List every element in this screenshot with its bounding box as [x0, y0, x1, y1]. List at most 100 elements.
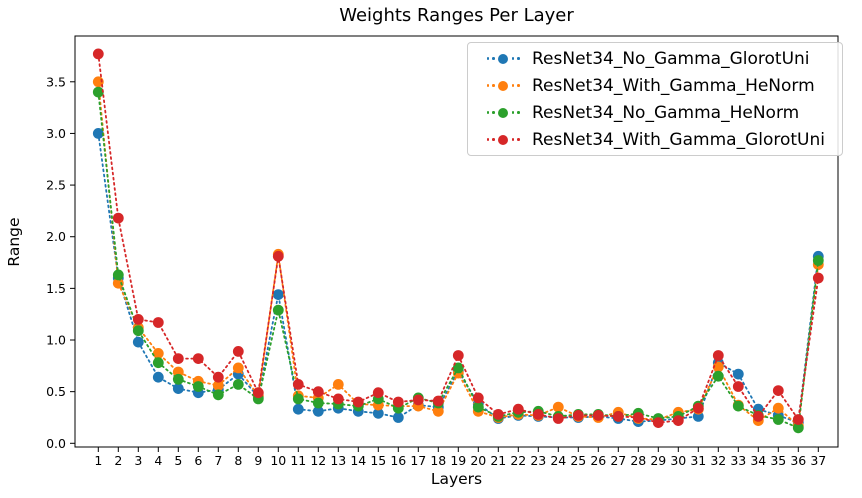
- data-point-ResNet34_With_Gamma_GlorotUni: [712, 350, 724, 361]
- data-point-ResNet34_With_Gamma_GlorotUni: [492, 409, 504, 420]
- plot-border: [74, 35, 839, 448]
- legend-label: ResNet34_With_Gamma_GlorotUni: [532, 129, 825, 150]
- x-tick-label: 28: [630, 453, 646, 468]
- data-point-ResNet34_No_Gamma_HeNorm: [772, 414, 784, 425]
- data-point-ResNet34_With_Gamma_GlorotUni: [512, 403, 524, 415]
- legend-line-marker-icon: [482, 134, 524, 145]
- legend-line-marker-icon: [482, 107, 524, 118]
- x-tick-label: 17: [410, 453, 426, 468]
- data-point-ResNet34_With_Gamma_GlorotUni: [752, 411, 764, 422]
- data-point-ResNet34_With_Gamma_HeNorm: [232, 362, 244, 374]
- legend-label: ResNet34_With_Gamma_HeNorm: [532, 75, 815, 96]
- data-point-ResNet34_With_Gamma_GlorotUni: [412, 394, 424, 406]
- data-point-ResNet34_With_Gamma_GlorotUni: [252, 387, 264, 399]
- x-tick-label: 30: [670, 453, 686, 468]
- data-point-ResNet34_No_Gamma_GlorotUni: [92, 127, 104, 139]
- x-tick-label: 32: [710, 453, 726, 468]
- x-tick-label: 8: [234, 453, 242, 468]
- x-tick-label: 21: [490, 453, 506, 468]
- x-tick-label: 19: [450, 453, 466, 468]
- chart-title: Weights Ranges Per Layer: [339, 5, 574, 26]
- data-point-ResNet34_With_Gamma_GlorotUni: [472, 392, 484, 404]
- x-tick-label: 12: [310, 453, 326, 468]
- x-tick-label: 7: [214, 453, 222, 468]
- x-tick-label: 33: [730, 453, 746, 468]
- data-point-ResNet34_With_Gamma_GlorotUni: [572, 410, 584, 421]
- data-point-ResNet34_No_Gamma_HeNorm: [792, 422, 804, 434]
- legend-item: ResNet34_With_Gamma_HeNorm: [468, 73, 842, 99]
- data-point-ResNet34_No_Gamma_HeNorm: [112, 269, 124, 281]
- x-tick-label: 25: [570, 453, 586, 468]
- data-point-ResNet34_No_Gamma_HeNorm: [152, 357, 164, 369]
- data-point-ResNet34_With_Gamma_HeNorm: [712, 361, 724, 373]
- x-tick-label: 14: [350, 453, 366, 468]
- data-point-ResNet34_With_Gamma_GlorotUni: [92, 48, 104, 60]
- data-point-ResNet34_No_Gamma_HeNorm: [812, 255, 824, 266]
- x-tick-label: 6: [194, 453, 202, 468]
- data-point-ResNet34_With_Gamma_GlorotUni: [392, 396, 404, 408]
- data-point-ResNet34_With_Gamma_GlorotUni: [532, 409, 544, 420]
- legend-label: ResNet34_No_Gamma_HeNorm: [532, 102, 800, 123]
- data-point-ResNet34_No_Gamma_HeNorm: [452, 362, 464, 374]
- data-point-ResNet34_No_Gamma_HeNorm: [712, 370, 724, 382]
- data-point-ResNet34_No_Gamma_GlorotUni: [272, 289, 284, 300]
- data-point-ResNet34_No_Gamma_GlorotUni: [732, 368, 744, 380]
- x-axis-label: Layers: [430, 470, 483, 488]
- data-point-ResNet34_With_Gamma_GlorotUni: [332, 393, 344, 405]
- x-tick-label: 37: [810, 453, 826, 468]
- data-point-ResNet34_With_Gamma_GlorotUni: [652, 417, 664, 428]
- legend-line-marker-icon: [482, 80, 524, 91]
- y-tick-label: 3.0: [46, 126, 66, 141]
- data-point-ResNet34_With_Gamma_GlorotUni: [612, 411, 624, 422]
- data-point-ResNet34_No_Gamma_GlorotUni: [172, 383, 184, 394]
- x-tick-label: 1: [94, 453, 102, 468]
- data-point-ResNet34_No_Gamma_GlorotUni: [372, 407, 384, 419]
- x-tick-label: 2: [114, 453, 122, 468]
- x-tick-label: 9: [254, 453, 262, 468]
- data-point-ResNet34_No_Gamma_HeNorm: [312, 397, 324, 409]
- data-point-ResNet34_With_Gamma_GlorotUni: [632, 412, 644, 423]
- data-point-ResNet34_With_Gamma_GlorotUni: [212, 371, 224, 383]
- x-tick-label: 13: [330, 453, 346, 468]
- data-point-ResNet34_No_Gamma_HeNorm: [132, 325, 144, 337]
- data-point-ResNet34_No_Gamma_HeNorm: [212, 389, 224, 401]
- legend-line-marker-icon: [482, 53, 524, 64]
- data-point-ResNet34_No_Gamma_HeNorm: [172, 373, 184, 385]
- y-tick-label: 2.0: [46, 229, 66, 244]
- x-tick-label: 10: [270, 453, 286, 468]
- data-point-ResNet34_With_Gamma_GlorotUni: [592, 410, 604, 421]
- data-point-ResNet34_With_Gamma_HeNorm: [772, 402, 784, 414]
- x-tick-label: 24: [550, 453, 566, 468]
- x-tick-label: 29: [650, 453, 666, 468]
- x-tick-label: 27: [610, 453, 626, 468]
- data-point-ResNet34_With_Gamma_GlorotUni: [312, 386, 324, 398]
- data-point-ResNet34_With_Gamma_GlorotUni: [772, 385, 784, 396]
- x-tick-label: 31: [690, 453, 706, 468]
- y-tick-label: 0.0: [46, 436, 66, 451]
- data-point-ResNet34_With_Gamma_GlorotUni: [112, 212, 124, 224]
- data-point-ResNet34_With_Gamma_GlorotUni: [172, 353, 184, 364]
- y-axis-label: Range: [5, 217, 23, 267]
- x-tick-label: 23: [530, 453, 546, 468]
- data-point-ResNet34_With_Gamma_GlorotUni: [272, 250, 284, 262]
- data-point-ResNet34_With_Gamma_GlorotUni: [152, 317, 164, 328]
- x-tick-label: 11: [290, 453, 306, 468]
- x-tick-label: 26: [590, 453, 606, 468]
- x-tick-label: 16: [390, 453, 406, 468]
- data-point-ResNet34_With_Gamma_GlorotUni: [672, 415, 684, 426]
- series-line-ResNet34_No_Gamma_GlorotUni: [97, 132, 820, 424]
- data-point-ResNet34_No_Gamma_GlorotUni: [312, 405, 324, 417]
- data-point-ResNet34_With_Gamma_GlorotUni: [692, 402, 704, 414]
- x-tick-label: 20: [470, 453, 486, 468]
- y-tick-label: 3.5: [46, 74, 66, 89]
- data-point-ResNet34_No_Gamma_HeNorm: [192, 381, 204, 392]
- x-tick-label: 5: [174, 453, 182, 468]
- y-tick-label: 1.0: [46, 333, 66, 348]
- data-point-ResNet34_With_Gamma_HeNorm: [552, 401, 564, 413]
- x-tick-label: 22: [510, 453, 526, 468]
- data-point-ResNet34_With_Gamma_HeNorm: [432, 405, 444, 417]
- data-point-ResNet34_With_Gamma_HeNorm: [332, 379, 344, 390]
- data-point-ResNet34_With_Gamma_GlorotUni: [372, 387, 384, 399]
- data-point-ResNet34_With_Gamma_GlorotUni: [292, 379, 304, 390]
